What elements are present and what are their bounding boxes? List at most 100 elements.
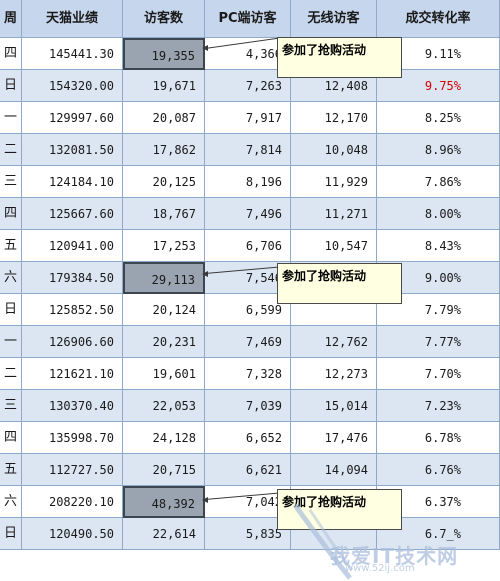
cell-sales[interactable]: 132081.50	[22, 134, 123, 166]
cell-sales[interactable]: 208220.10	[22, 486, 123, 518]
cell-mobile-visitors[interactable]: 12,170	[291, 102, 377, 134]
cell-pc-visitors[interactable]: 7,328	[205, 358, 291, 390]
cell-sales[interactable]: 145441.30	[22, 38, 123, 70]
cell-sales[interactable]: 124184.10	[22, 166, 123, 198]
cell-conversion-rate[interactable]: 7.77%	[377, 326, 500, 358]
table-row: 三 124184.10 20,125 8,196 11,929 7.86%	[0, 166, 500, 198]
cell-mobile-visitors[interactable]: 11,271	[291, 198, 377, 230]
cell-conversion-rate[interactable]: 8.96%	[377, 134, 500, 166]
cell-pc-visitors[interactable]: 4,366	[205, 38, 291, 70]
cell-visitors[interactable]: 18,767	[123, 198, 205, 230]
cell-pc-visitors[interactable]: 7,814	[205, 134, 291, 166]
cell-visitors[interactable]: 24,128	[123, 422, 205, 454]
cell-visitors[interactable]: 17,862	[123, 134, 205, 166]
cell-visitors[interactable]: 19,355	[123, 38, 205, 70]
cell-visitors[interactable]: 19,671	[123, 70, 205, 102]
cell-day[interactable]: 四	[0, 38, 22, 70]
cell-visitors[interactable]: 22,614	[123, 518, 205, 550]
cell-visitors[interactable]: 20,087	[123, 102, 205, 134]
header-conversion-rate[interactable]: 成交转化率	[377, 0, 500, 38]
header-day[interactable]: 周	[0, 0, 22, 38]
header-pc-visitors[interactable]: PC端访客	[205, 0, 291, 38]
cell-day[interactable]: 三	[0, 390, 22, 422]
cell-visitors[interactable]: 17,253	[123, 230, 205, 262]
cell-pc-visitors[interactable]: 7,263	[205, 70, 291, 102]
table-row: 日 154320.00 19,671 7,263 12,408 9.75%	[0, 70, 500, 102]
header-visitors[interactable]: 访客数	[123, 0, 205, 38]
table-row: 一 126906.60 20,231 7,469 12,762 7.77%	[0, 326, 500, 358]
cell-visitors[interactable]: 19,601	[123, 358, 205, 390]
cell-conversion-rate[interactable]: 8.43%	[377, 230, 500, 262]
cell-visitors[interactable]: 48,392	[123, 486, 205, 518]
cell-day[interactable]: 六	[0, 262, 22, 294]
cell-pc-visitors[interactable]: 6,652	[205, 422, 291, 454]
cell-visitors[interactable]: 29,113	[123, 262, 205, 294]
cell-mobile-visitors[interactable]: 17,476	[291, 422, 377, 454]
table-row: 五 112727.50 20,715 6,621 14,094 6.76%	[0, 454, 500, 486]
cell-conversion-rate[interactable]: 8.25%	[377, 102, 500, 134]
cell-mobile-visitors[interactable]: 10,547	[291, 230, 377, 262]
cell-mobile-visitors[interactable]: 11,929	[291, 166, 377, 198]
cell-conversion-rate[interactable]: 8.00%	[377, 198, 500, 230]
cell-visitors[interactable]: 22,053	[123, 390, 205, 422]
cell-conversion-rate[interactable]: 7.23%	[377, 390, 500, 422]
cell-mobile-visitors[interactable]: 12,762	[291, 326, 377, 358]
cell-sales[interactable]: 130370.40	[22, 390, 123, 422]
cell-pc-visitors[interactable]: 5,835	[205, 518, 291, 550]
header-sales[interactable]: 天猫业绩	[22, 0, 123, 38]
cell-conversion-rate[interactable]: 7.70%	[377, 358, 500, 390]
cell-sales[interactable]: 125852.50	[22, 294, 123, 326]
cell-day[interactable]: 日	[0, 70, 22, 102]
cell-visitors[interactable]: 20,231	[123, 326, 205, 358]
cell-sales[interactable]: 126906.60	[22, 326, 123, 358]
callout-note[interactable]: 参加了抢购活动	[277, 37, 402, 78]
table-row: 三 130370.40 22,053 7,039 15,014 7.23%	[0, 390, 500, 422]
cell-visitors[interactable]: 20,125	[123, 166, 205, 198]
callout-note[interactable]: 参加了抢购活动	[277, 263, 402, 304]
cell-day[interactable]: 四	[0, 198, 22, 230]
cell-day[interactable]: 日	[0, 294, 22, 326]
cell-sales[interactable]: 125667.60	[22, 198, 123, 230]
cell-sales[interactable]: 120490.50	[22, 518, 123, 550]
cell-pc-visitors[interactable]: 7,496	[205, 198, 291, 230]
cell-conversion-rate[interactable]: 6.78%	[377, 422, 500, 454]
cell-pc-visitors[interactable]: 7,917	[205, 102, 291, 134]
cell-pc-visitors[interactable]: 8,196	[205, 166, 291, 198]
cell-sales[interactable]: 154320.00	[22, 70, 123, 102]
table-row: 二 121621.10 19,601 7,328 12,273 7.70%	[0, 358, 500, 390]
cell-sales[interactable]: 135998.70	[22, 422, 123, 454]
cell-day[interactable]: 六	[0, 486, 22, 518]
cell-day[interactable]: 一	[0, 102, 22, 134]
cell-pc-visitors[interactable]: 7,042	[205, 486, 291, 518]
cell-sales[interactable]: 179384.50	[22, 262, 123, 294]
cell-sales[interactable]: 112727.50	[22, 454, 123, 486]
cell-day[interactable]: 二	[0, 134, 22, 166]
cell-sales[interactable]: 129997.60	[22, 102, 123, 134]
cell-conversion-rate[interactable]: 7.86%	[377, 166, 500, 198]
cell-day[interactable]: 五	[0, 230, 22, 262]
cell-pc-visitors[interactable]: 7,039	[205, 390, 291, 422]
cell-pc-visitors[interactable]: 6,621	[205, 454, 291, 486]
cell-day[interactable]: 日	[0, 518, 22, 550]
cell-visitors[interactable]: 20,124	[123, 294, 205, 326]
cell-conversion-rate[interactable]: 6.76%	[377, 454, 500, 486]
cell-visitors[interactable]: 20,715	[123, 454, 205, 486]
cell-mobile-visitors[interactable]: 10,048	[291, 134, 377, 166]
watermark-url: www.52ij.com	[345, 563, 415, 574]
cell-day[interactable]: 二	[0, 358, 22, 390]
cell-mobile-visitors[interactable]: 14,094	[291, 454, 377, 486]
cell-day[interactable]: 四	[0, 422, 22, 454]
cell-day[interactable]: 三	[0, 166, 22, 198]
header-mobile-visitors[interactable]: 无线访客	[291, 0, 377, 38]
cell-day[interactable]: 五	[0, 454, 22, 486]
cell-sales[interactable]: 121621.10	[22, 358, 123, 390]
callout-note[interactable]: 参加了抢购活动	[277, 489, 402, 530]
cell-pc-visitors[interactable]: 6,706	[205, 230, 291, 262]
table-row: 日 125852.50 20,124 6,599 7.79%	[0, 294, 500, 326]
cell-mobile-visitors[interactable]: 15,014	[291, 390, 377, 422]
cell-pc-visitors[interactable]: 6,599	[205, 294, 291, 326]
cell-mobile-visitors[interactable]: 12,273	[291, 358, 377, 390]
cell-day[interactable]: 一	[0, 326, 22, 358]
cell-pc-visitors[interactable]: 7,469	[205, 326, 291, 358]
cell-sales[interactable]: 120941.00	[22, 230, 123, 262]
